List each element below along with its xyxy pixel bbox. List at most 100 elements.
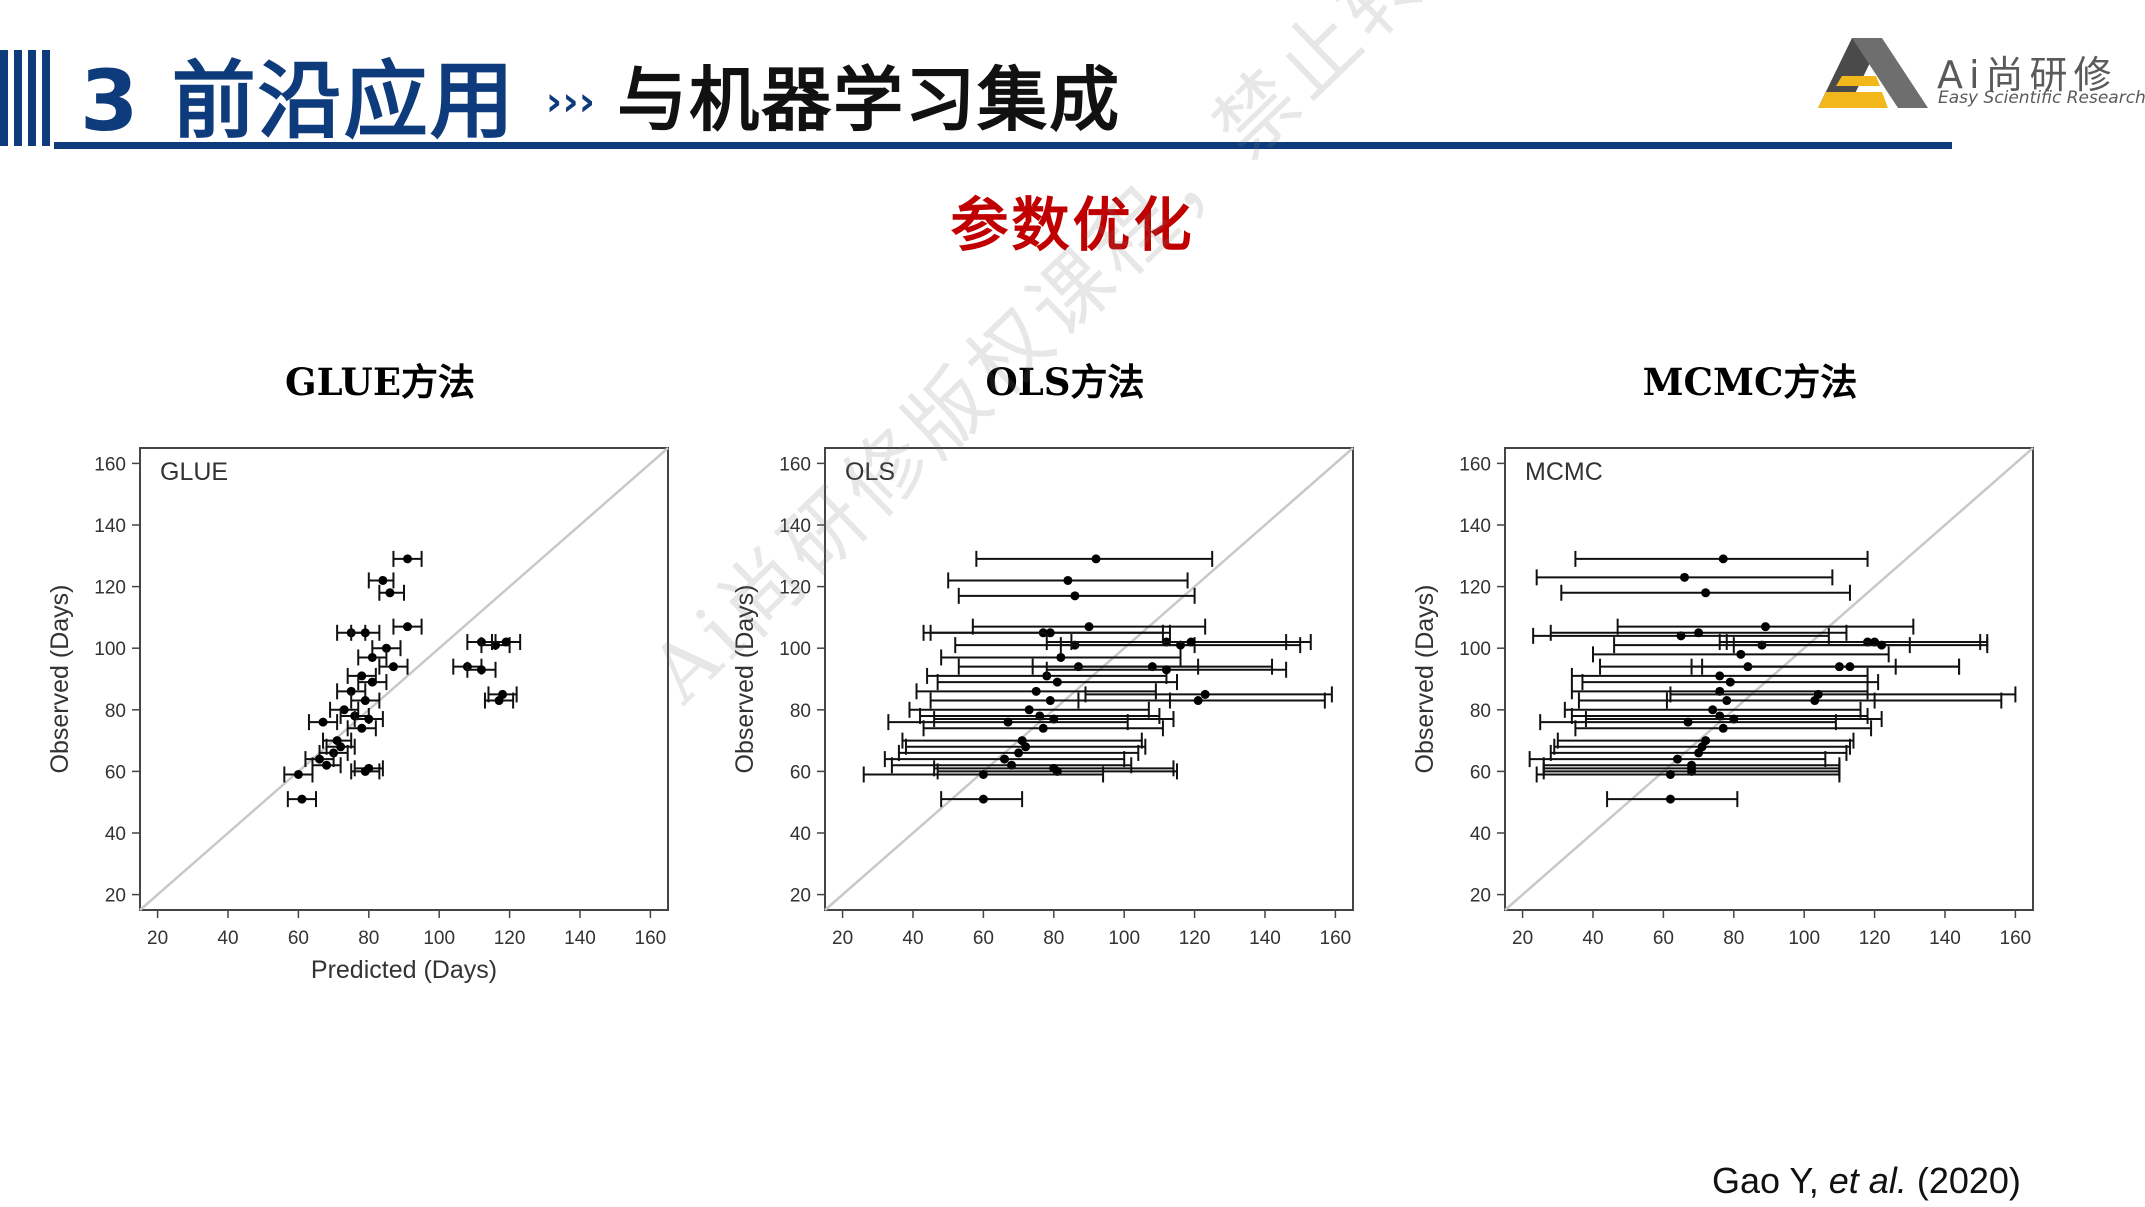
data-point bbox=[978, 769, 988, 779]
x-tick-label: 120 bbox=[1859, 928, 1891, 949]
title-separator: ››› bbox=[545, 79, 596, 125]
y-tick-label: 80 bbox=[790, 701, 811, 722]
x-axis-label: Predicted (Days) bbox=[311, 956, 497, 984]
data-point bbox=[1736, 649, 1746, 659]
data-point bbox=[1665, 794, 1675, 804]
citation: Gao Y, et al. (2020) bbox=[1712, 1160, 2021, 1202]
y-tick-label: 100 bbox=[779, 639, 811, 660]
identity-line bbox=[139, 447, 669, 911]
data-point bbox=[1038, 723, 1048, 733]
data-point bbox=[476, 665, 486, 675]
data-point bbox=[1052, 677, 1062, 687]
data-point bbox=[357, 723, 367, 733]
y-tick-label: 60 bbox=[790, 762, 811, 783]
data-point bbox=[1186, 637, 1196, 647]
y-tick-label: 160 bbox=[779, 454, 811, 475]
x-tick-label: 40 bbox=[1582, 928, 1603, 949]
data-point bbox=[1680, 572, 1690, 582]
data-point bbox=[1813, 689, 1823, 699]
x-tick-label: 40 bbox=[902, 928, 923, 949]
data-point bbox=[388, 662, 398, 672]
data-point bbox=[1683, 717, 1693, 727]
x-tick-label: 80 bbox=[358, 928, 379, 949]
data-point bbox=[367, 677, 377, 687]
data-point bbox=[378, 575, 388, 585]
method-title-glue: GLUE方法 bbox=[284, 360, 476, 404]
data-point bbox=[1694, 628, 1704, 638]
data-point bbox=[978, 794, 988, 804]
data-point bbox=[501, 637, 511, 647]
data-point bbox=[360, 628, 370, 638]
data-point bbox=[1014, 748, 1024, 758]
data-point bbox=[1760, 622, 1770, 632]
data-point bbox=[1665, 769, 1675, 779]
x-tick-label: 140 bbox=[1929, 928, 1961, 949]
data-point bbox=[346, 686, 356, 696]
data-point bbox=[1715, 671, 1725, 681]
data-point bbox=[367, 652, 377, 662]
x-tick-label: 100 bbox=[1108, 928, 1140, 949]
data-point bbox=[385, 588, 395, 598]
x-tick-label: 20 bbox=[1512, 928, 1533, 949]
y-tick-label: 60 bbox=[1470, 762, 1491, 783]
y-tick-label: 40 bbox=[1470, 824, 1491, 845]
y-axis-label: Observed (Days) bbox=[731, 585, 759, 774]
data-point bbox=[498, 689, 508, 699]
data-point bbox=[1045, 696, 1055, 706]
logo-icon bbox=[1818, 38, 1928, 108]
citation-year: (2020) bbox=[1906, 1160, 2021, 1201]
data-point bbox=[322, 760, 332, 770]
x-tick-label: 20 bbox=[832, 928, 853, 949]
y-tick-label: 160 bbox=[1459, 454, 1491, 475]
logo-tagline: Easy Scientific Research bbox=[1938, 88, 2145, 108]
plot-frame bbox=[139, 447, 669, 911]
y-axis-label: Observed (Days) bbox=[46, 585, 74, 774]
x-tick-label: 160 bbox=[2000, 928, 2032, 949]
data-point bbox=[381, 643, 391, 653]
data-point bbox=[1694, 748, 1704, 758]
x-tick-label: 100 bbox=[423, 928, 455, 949]
data-point bbox=[1084, 622, 1094, 632]
y-tick-label: 100 bbox=[94, 639, 126, 660]
slide-title: 3 前沿应用 ››› 与机器学习集成 bbox=[80, 44, 1122, 150]
y-tick-label: 40 bbox=[105, 824, 126, 845]
data-point bbox=[1024, 705, 1034, 715]
data-point bbox=[1718, 723, 1728, 733]
x-tick-label: 80 bbox=[1723, 928, 1744, 949]
data-point bbox=[1070, 591, 1080, 601]
chart-ols: 20 40 60 80 100 120 140 160 20 40 60 80 100 120 140 160… bbox=[731, 447, 1354, 949]
data-point bbox=[1708, 705, 1718, 715]
x-tick-label: 60 bbox=[1653, 928, 1674, 949]
panel-label: GLUE bbox=[160, 458, 228, 486]
panel-label: MCMC bbox=[1525, 458, 1603, 486]
y-tick-label: 120 bbox=[1459, 578, 1491, 599]
y-tick-label: 60 bbox=[105, 762, 126, 783]
data-point bbox=[1091, 554, 1101, 564]
data-point bbox=[1161, 665, 1171, 675]
citation-author: Gao Y, bbox=[1712, 1160, 1829, 1201]
data-point bbox=[1725, 677, 1735, 687]
method-title-mcmc: MCMC方法 bbox=[1642, 360, 1858, 404]
data-point bbox=[1021, 742, 1031, 752]
data-point bbox=[1877, 640, 1887, 650]
y-axis-label: Observed (Days) bbox=[1411, 585, 1439, 774]
data-point bbox=[297, 794, 307, 804]
header-stripes bbox=[0, 50, 60, 146]
y-tick-label: 20 bbox=[1470, 886, 1491, 907]
x-tick-label: 140 bbox=[564, 928, 596, 949]
data-point bbox=[360, 696, 370, 706]
data-point bbox=[1845, 662, 1855, 672]
logo: Ai尚研修 Easy Scientific Research bbox=[1812, 36, 2145, 116]
section-heading: 参数优化 bbox=[950, 191, 1195, 259]
header-rule bbox=[54, 142, 1952, 149]
data-point bbox=[364, 714, 374, 724]
x-tick-label: 40 bbox=[217, 928, 238, 949]
title-sub: 与机器学习集成 bbox=[617, 58, 1122, 141]
logo-text: Ai尚研修 bbox=[1937, 53, 2118, 97]
title-main: 3 前沿应用 bbox=[80, 51, 516, 150]
y-tick-label: 100 bbox=[1459, 639, 1491, 660]
x-tick-label: 160 bbox=[635, 928, 667, 949]
x-tick-label: 160 bbox=[1320, 928, 1352, 949]
data-point bbox=[1000, 754, 1010, 764]
data-point bbox=[360, 766, 370, 776]
